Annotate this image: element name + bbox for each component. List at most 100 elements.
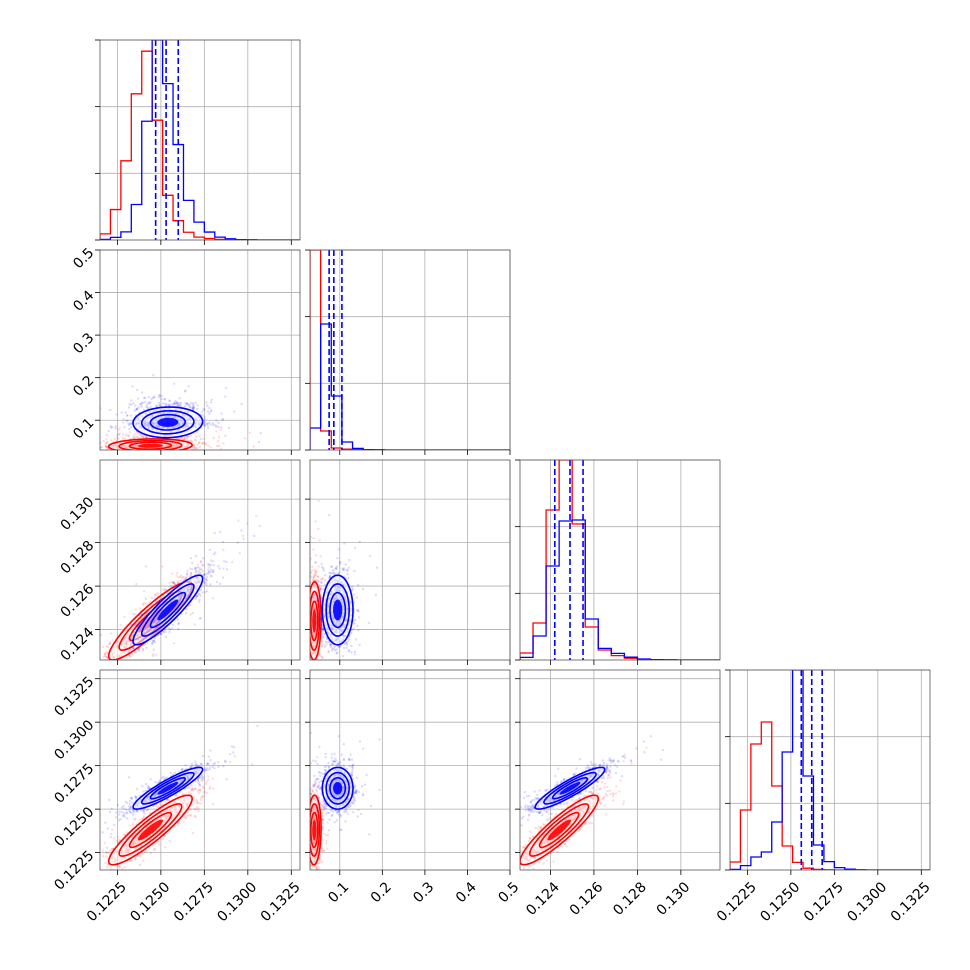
scatter-point (114, 664, 116, 666)
scatter-point (148, 437, 151, 440)
scatter-point (140, 401, 144, 404)
scatter-point (110, 426, 113, 429)
scatter-point (105, 656, 108, 659)
scatter-point (209, 570, 212, 574)
scatter-point (111, 639, 114, 642)
scatter-point (124, 433, 128, 437)
scatter-point (142, 649, 145, 652)
scatter-point (109, 662, 111, 664)
scatter-point (176, 571, 179, 575)
scatter-point (198, 445, 202, 448)
scatter-point (217, 421, 220, 425)
y-tick-label: 0.124 (58, 625, 98, 665)
scatter-point (246, 522, 249, 525)
corner-plot-root: 0.10.20.30.40.50.1240.1260.1280.1300.122… (51, 39, 934, 925)
scatter-point (310, 535, 313, 539)
scatter-point (194, 569, 198, 573)
scatter-point (306, 604, 308, 606)
scatter-point (155, 592, 158, 595)
scatter-point (170, 627, 174, 630)
scatter-point (127, 665, 129, 667)
scatter-point (168, 399, 171, 402)
scatter-point (184, 405, 187, 408)
scatter-point (158, 401, 161, 405)
scatter-point (75, 679, 77, 681)
scatter-point (182, 575, 185, 579)
scatter-point (217, 564, 220, 568)
scatter-point (132, 647, 135, 650)
scatter-point (104, 442, 108, 445)
scatter-point (205, 572, 208, 575)
scatter-point (329, 643, 333, 646)
scatter-point (97, 424, 99, 426)
scatter-point (171, 623, 175, 626)
scatter-point (220, 412, 223, 415)
x-ticks (116, 240, 292, 245)
scatter-point (209, 410, 213, 413)
scatter-point (318, 667, 320, 669)
scatter-point (217, 425, 220, 429)
scatter-point (110, 439, 113, 442)
scatter-point (122, 433, 125, 436)
scatter-point (201, 410, 204, 413)
scatter-point (118, 451, 120, 453)
scatter-point (137, 648, 140, 651)
scatter-point (192, 406, 195, 410)
scatter-point (175, 574, 178, 578)
scatter-point (212, 553, 216, 556)
scatter-point (102, 655, 106, 658)
scatter-point (220, 426, 223, 429)
scatter-point (104, 444, 108, 447)
scatter-point (205, 579, 209, 582)
scatter-point (165, 591, 168, 595)
scatter-point (177, 404, 180, 407)
scatter-point (241, 534, 245, 538)
scatter-point (186, 402, 189, 405)
scatter-point (89, 437, 91, 439)
y-tick-label: 0.4 (70, 288, 97, 315)
y-ticks (95, 498, 100, 630)
scatter-point (100, 662, 102, 664)
scatter-point (179, 575, 182, 578)
scatter-point (215, 580, 219, 584)
scatter-point (129, 623, 133, 627)
scatter-point (190, 401, 193, 405)
scatter-point (137, 649, 140, 652)
scatter-point (203, 573, 206, 576)
scatter-point (106, 440, 109, 444)
scatter-point (135, 650, 138, 653)
scatter-point (221, 451, 223, 453)
scatter-point (293, 518, 295, 520)
scatter-point (188, 567, 191, 570)
scatter-point (314, 573, 317, 576)
scatter-point (198, 598, 201, 602)
scatter-point (322, 676, 324, 678)
scatter-point (95, 446, 97, 448)
scatter-point (158, 393, 161, 397)
scatter-point (142, 602, 145, 605)
scatter-point (97, 448, 99, 450)
scatter-point (172, 402, 175, 405)
scatter-point (135, 435, 138, 439)
scatter-point (172, 581, 175, 585)
scatter-point (168, 399, 171, 403)
scatter-point (114, 427, 117, 430)
scatter-point (138, 607, 142, 610)
scatter-point (125, 414, 129, 417)
scatter-point (227, 426, 231, 429)
scatter-point (116, 640, 119, 643)
scatter-point (177, 622, 180, 626)
scatter-point (168, 581, 171, 585)
scatter-point (308, 662, 310, 664)
scatter-point (205, 422, 208, 425)
scatter-point (192, 405, 195, 408)
scatter-point (189, 613, 192, 616)
scatter-point (130, 399, 133, 402)
scatter-point (188, 406, 192, 409)
scatter-point (96, 436, 98, 438)
scatter-point (257, 440, 261, 444)
scatter-point (140, 613, 143, 616)
scatter-point (318, 539, 321, 542)
scatter-point (114, 425, 118, 428)
panel-0-0 (95, 39, 301, 245)
